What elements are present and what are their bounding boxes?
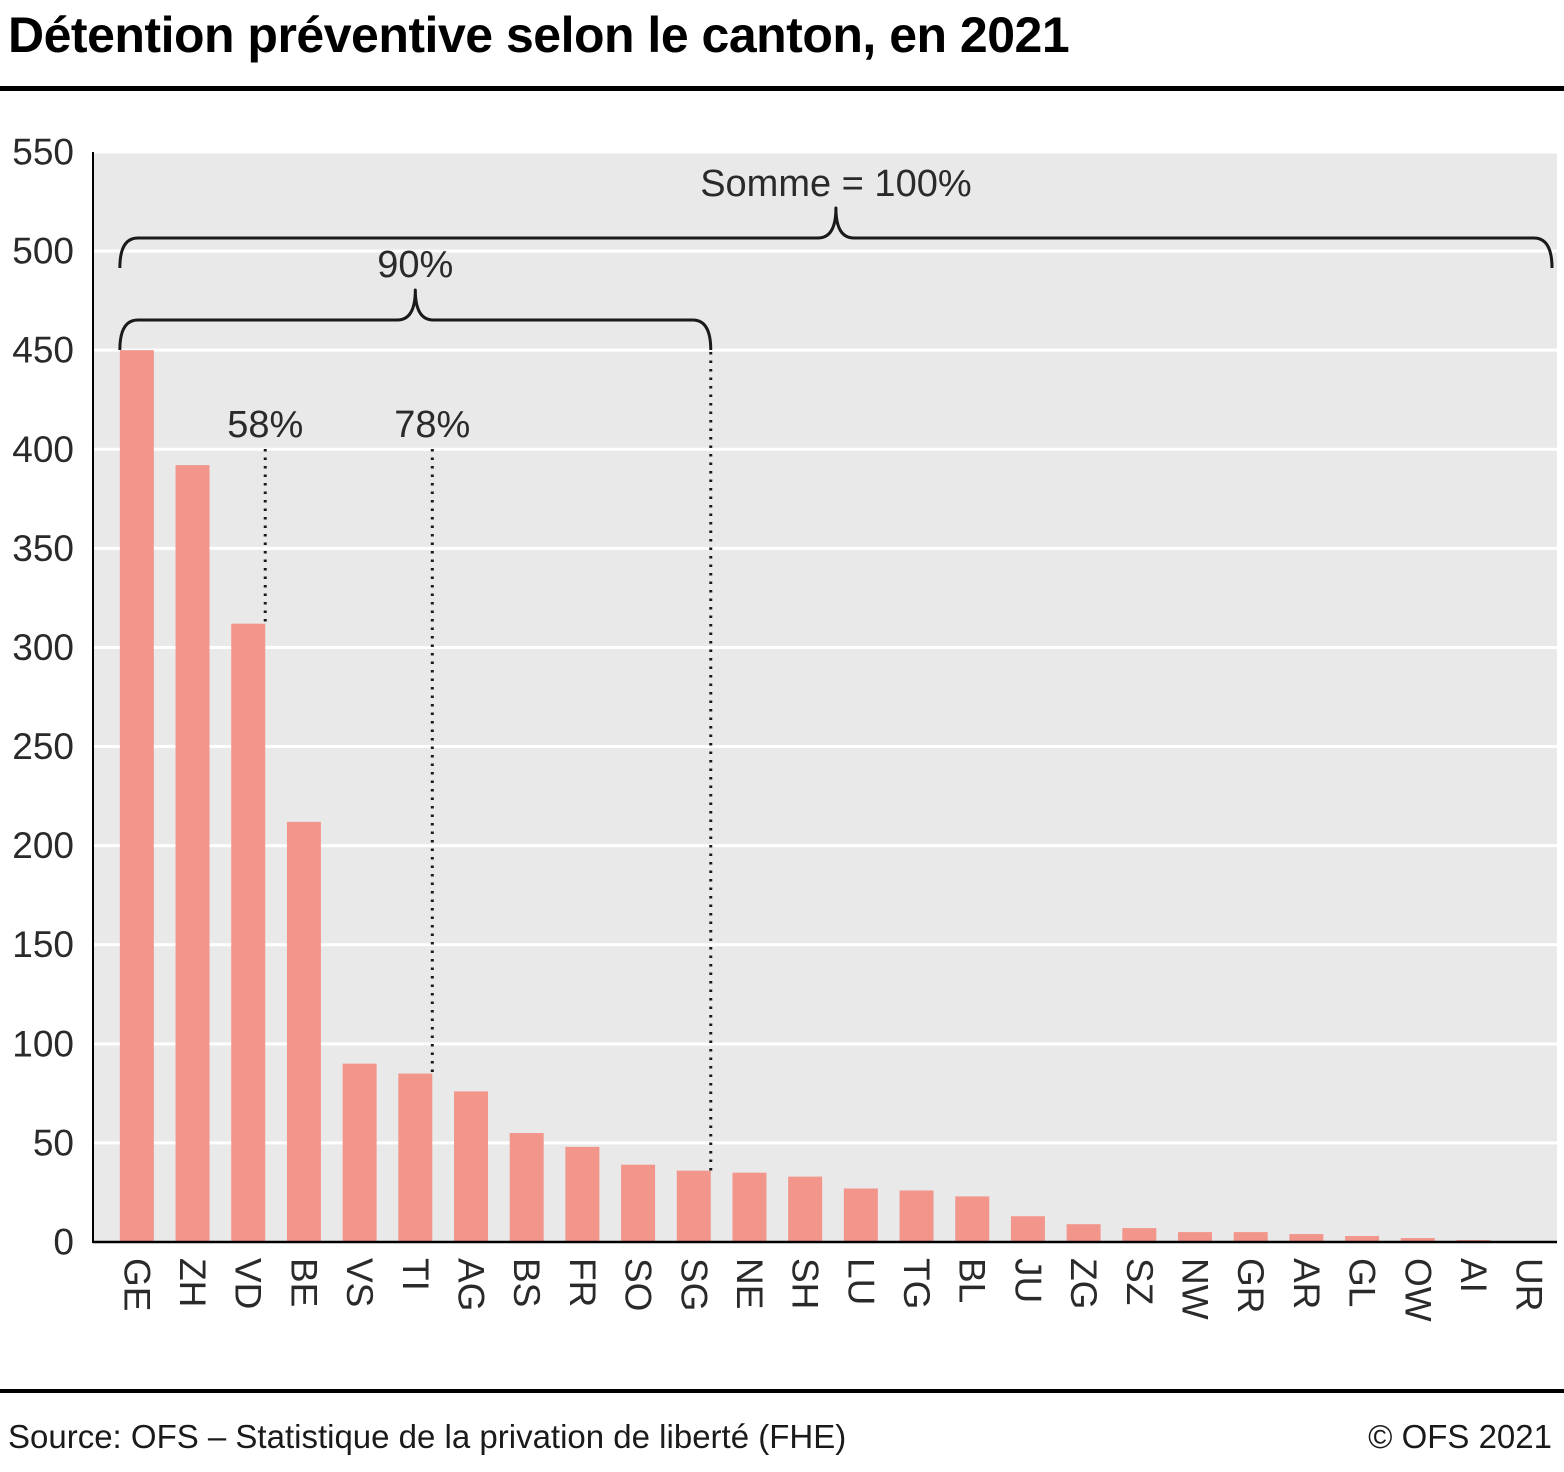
x-tick-label-so: SO [618, 1258, 659, 1311]
y-tick-label: 400 [12, 429, 74, 470]
source-text: Source: OFS – Statistique de la privatio… [8, 1418, 847, 1455]
bar-zh [175, 465, 210, 1242]
y-tick-label: 450 [12, 330, 74, 371]
x-tick-label-sz: SZ [1119, 1258, 1160, 1305]
y-tick-label: 50 [33, 1122, 74, 1163]
bar-be [286, 821, 321, 1242]
x-tick-label-ne: NE [729, 1258, 770, 1309]
y-tick-label: 550 [12, 132, 74, 173]
x-tick-label-ar: AR [1286, 1258, 1327, 1309]
x-tick-label-be: BE [283, 1258, 324, 1307]
bar-sg [676, 1170, 711, 1242]
x-tick-label-ow: OW [1397, 1258, 1438, 1322]
bar-bl [955, 1196, 990, 1242]
bar-ar [1289, 1234, 1324, 1242]
bar-zg [1066, 1224, 1101, 1242]
title-divider [0, 86, 1564, 91]
y-tick-label: 500 [12, 231, 74, 272]
annotation-label-vd: 58% [227, 404, 303, 446]
bar-ne [732, 1172, 767, 1242]
x-tick-label-sg: SG [673, 1258, 714, 1311]
bar-fr [565, 1146, 600, 1242]
x-tick-label-gr: GR [1230, 1258, 1271, 1314]
x-tick-label-lu: LU [840, 1258, 881, 1305]
bar-so [621, 1164, 656, 1242]
x-tick-label-nw: NW [1175, 1258, 1216, 1320]
y-tick-label: 300 [12, 627, 74, 668]
x-tick-label-ge: GE [116, 1258, 157, 1311]
y-tick-label: 350 [12, 528, 74, 569]
annotation-label-ti: 78% [394, 404, 470, 446]
x-tick-label-ju: JU [1007, 1258, 1048, 1303]
plot-area [93, 152, 1557, 1242]
bar-sh [788, 1176, 823, 1242]
bar-ag [454, 1091, 488, 1242]
x-tick-label-sh: SH [785, 1258, 826, 1309]
x-tick-label-ag: AG [451, 1258, 492, 1311]
bar-gl [1345, 1236, 1380, 1242]
bar-gr [1233, 1232, 1268, 1242]
annotation-90-label: 90% [377, 244, 453, 286]
bar-nw [1178, 1232, 1212, 1242]
x-tick-label-ur: UR [1509, 1258, 1550, 1311]
bar-tg [899, 1190, 934, 1242]
footer-divider [0, 1389, 1564, 1393]
x-tick-label-vs: VS [339, 1258, 380, 1307]
bar-lu [843, 1188, 878, 1242]
bar-ow [1400, 1238, 1435, 1242]
brace-90 [118, 288, 713, 351]
y-tick-label: 150 [12, 924, 74, 965]
bar-ge [119, 350, 154, 1242]
x-tick-label-zg: ZG [1063, 1258, 1104, 1309]
bar-ti [398, 1073, 433, 1242]
x-tick-label-vd: VD [228, 1258, 269, 1309]
x-tick-label-ai: AI [1453, 1258, 1494, 1293]
x-tick-label-bs: BS [506, 1258, 547, 1307]
annotation-total-label: Somme = 100% [700, 163, 971, 205]
x-tick-label-tg: TG [896, 1258, 937, 1309]
chart-title: Détention préventive selon le canton, en… [8, 7, 1070, 63]
bar-vs [342, 1063, 377, 1242]
brace-total [118, 206, 1554, 269]
x-tick-label-gl: GL [1342, 1258, 1383, 1307]
bar-ju [1010, 1216, 1045, 1242]
x-tick-label-bl: BL [952, 1258, 993, 1303]
bar-vd [231, 623, 266, 1242]
y-tick-label: 100 [12, 1023, 74, 1064]
bar-sz [1122, 1228, 1157, 1242]
copyright-text: © OFS 2021 [1368, 1418, 1552, 1455]
x-tick-label-fr: FR [562, 1258, 603, 1307]
y-tick-label: 200 [12, 825, 74, 866]
bar-bs [509, 1133, 544, 1242]
y-tick-label: 250 [12, 726, 74, 767]
x-tick-label-zh: ZH [172, 1258, 213, 1307]
y-tick-label: 0 [53, 1222, 74, 1263]
x-tick-label-ti: TI [395, 1258, 436, 1291]
